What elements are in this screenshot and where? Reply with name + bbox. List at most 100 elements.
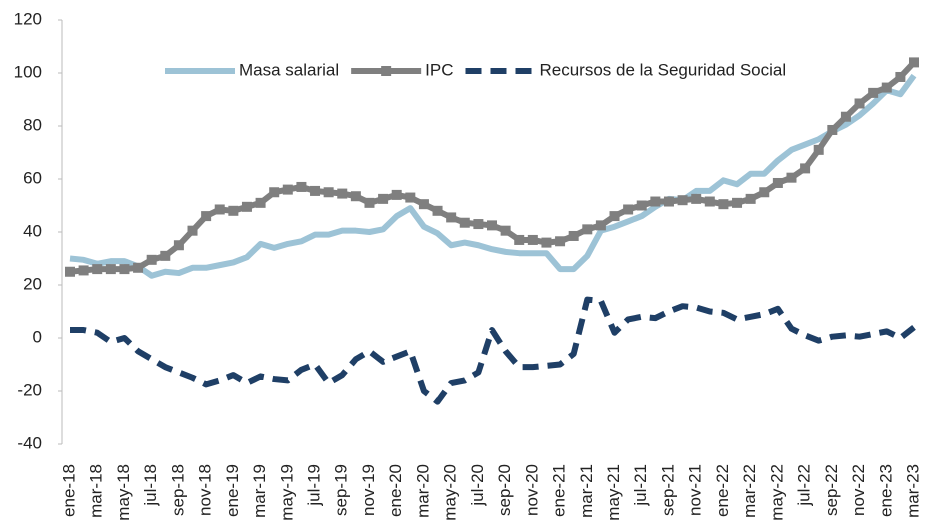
marker <box>255 197 266 208</box>
marker <box>691 193 702 204</box>
marker <box>187 225 198 236</box>
marker <box>337 188 348 199</box>
x-tick-label: may-20 <box>441 464 460 520</box>
marker <box>677 195 688 206</box>
y-tick-label: 120 <box>14 9 42 28</box>
x-tick-label: nov-20 <box>522 464 541 516</box>
marker <box>146 254 157 265</box>
marker <box>459 217 470 228</box>
y-tick-label: 60 <box>23 168 42 187</box>
x-tick-label: mar-20 <box>413 464 432 518</box>
marker <box>786 172 797 183</box>
marker <box>636 200 647 211</box>
x-tick-label: sep-19 <box>332 464 351 516</box>
x-tick-label: ene-22 <box>713 464 732 517</box>
marker <box>854 98 865 109</box>
y-tick-label: 100 <box>14 62 42 81</box>
marker <box>541 237 552 248</box>
marker <box>405 192 416 203</box>
marker <box>718 199 729 210</box>
marker <box>827 124 838 135</box>
marker <box>133 262 144 273</box>
marker <box>364 197 375 208</box>
legend-marker <box>381 66 392 76</box>
x-tick-label: jul-21 <box>631 464 650 507</box>
marker <box>500 225 511 236</box>
x-tick-label: nov-19 <box>359 464 378 516</box>
marker <box>595 220 606 231</box>
marker <box>840 111 851 122</box>
x-tick-label: ene-20 <box>386 464 405 517</box>
x-tick-label: mar-21 <box>577 464 596 518</box>
x-tick-label: ene-23 <box>876 464 895 517</box>
x-tick-label: nov-22 <box>849 464 868 516</box>
y-tick-label: 20 <box>23 274 42 293</box>
x-tick-label: sep-21 <box>658 464 677 516</box>
y-tick-label: -40 <box>17 433 42 452</box>
marker <box>214 204 225 215</box>
series-line <box>69 60 917 275</box>
marker <box>868 87 879 98</box>
marker <box>105 264 116 275</box>
marker <box>119 264 130 275</box>
y-tick-label: 80 <box>23 115 42 134</box>
marker <box>323 187 334 198</box>
marker <box>881 82 892 93</box>
marker <box>909 57 919 68</box>
marker <box>772 177 783 188</box>
marker <box>527 234 538 245</box>
legend-label: Recursos de la Seguridad Social <box>540 60 787 79</box>
marker <box>650 196 661 207</box>
marker <box>800 163 811 174</box>
x-tick-label: sep-22 <box>822 464 841 516</box>
x-tick-label: mar-22 <box>740 464 759 518</box>
marker <box>487 220 497 231</box>
marker <box>296 181 307 192</box>
marker <box>704 196 715 207</box>
series-line <box>70 296 916 405</box>
marker <box>609 211 620 222</box>
x-tick-label: mar-18 <box>87 464 106 518</box>
marker <box>173 240 184 251</box>
marker <box>895 71 906 82</box>
marker <box>228 205 239 216</box>
marker <box>65 266 75 277</box>
marker <box>310 185 321 196</box>
x-tick-label: jul-19 <box>305 464 324 507</box>
marker <box>350 191 361 202</box>
x-tick-label: may-22 <box>767 464 786 520</box>
marker <box>78 265 89 276</box>
legend-label: Masa salarial <box>239 60 339 79</box>
marker <box>623 204 634 215</box>
x-tick-label: ene-18 <box>59 464 78 517</box>
marker <box>391 189 402 200</box>
marker <box>201 211 212 222</box>
marker <box>663 196 674 207</box>
marker <box>473 219 484 230</box>
x-tick-label: ene-21 <box>550 464 569 517</box>
marker <box>241 201 252 212</box>
x-tick-label: jul-18 <box>141 464 160 507</box>
x-tick-label: may-19 <box>277 464 296 520</box>
marker <box>378 193 389 204</box>
y-tick-label: 0 <box>33 327 42 346</box>
marker <box>160 250 171 261</box>
marker <box>555 236 566 247</box>
x-tick-label: nov-21 <box>686 464 705 516</box>
marker <box>568 230 579 241</box>
x-tick-label: ene-19 <box>223 464 242 517</box>
marker <box>582 224 593 235</box>
x-tick-label: jul-22 <box>795 464 814 507</box>
x-tick-label: sep-20 <box>495 464 514 516</box>
marker <box>418 199 429 210</box>
x-tick-label: mar-19 <box>250 464 269 518</box>
marker <box>92 264 103 275</box>
x-tick-label: may-18 <box>114 464 133 520</box>
marker <box>282 184 293 195</box>
marker <box>269 187 280 198</box>
marker <box>446 212 457 223</box>
x-tick-label: may-21 <box>604 464 623 520</box>
marker <box>514 234 525 245</box>
marker <box>759 187 770 198</box>
